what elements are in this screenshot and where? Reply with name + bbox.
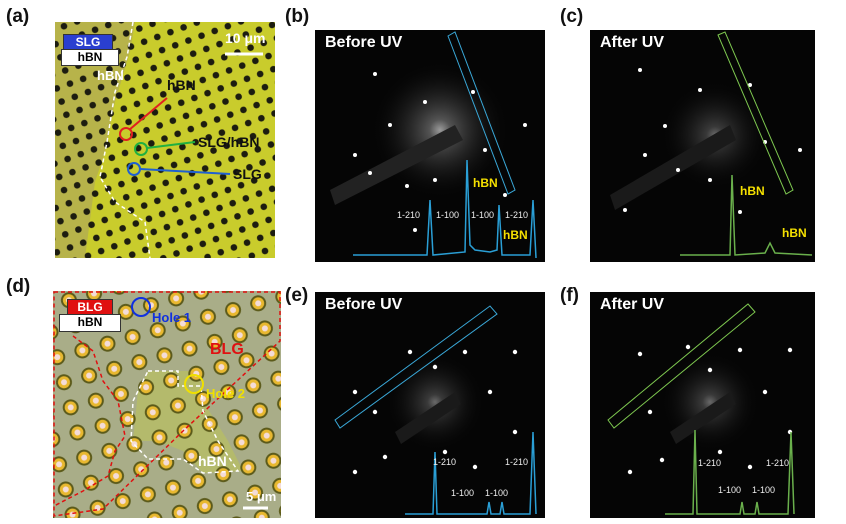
hbn-region-label: hBN (97, 68, 124, 83)
diffraction-f: After UV 1-210 1-100 1-100 1-210 (590, 292, 815, 518)
diffraction-b: Before UV 1-210 1-100 1-100 1-210 hBN hB… (315, 30, 545, 262)
peak-label: 1-100 (451, 488, 475, 498)
optical-image-a: SLG hBN hBN hBN SLG/hBN SLG 10 μm (55, 22, 275, 258)
panel-label-c: (c) (560, 6, 584, 27)
peak-label: 1-210 (505, 210, 529, 220)
diffraction-e: Before UV 1-210 1-100 1-100 1-210 (315, 292, 545, 518)
after-uv-title-c: After UV (600, 34, 665, 51)
panel-label-b: (b) (285, 6, 310, 27)
peak-label: 1-100 (436, 210, 460, 220)
panel-label-d: (d) (6, 276, 31, 297)
scale-bar-label: 5 μm (246, 489, 277, 504)
hole-1-label: Hole 1 (152, 310, 192, 325)
optical-image-d: BLG hBN Hole 1 Hole 2 BLG hBN 5 μm (53, 291, 281, 518)
scale-bar-label: 10 μm (225, 30, 266, 46)
hbn-peak-label: hBN (740, 184, 765, 198)
blg-tag: BLG (67, 299, 113, 315)
peak-label: 1-210 (397, 210, 421, 220)
peak-label: 1-210 (433, 457, 457, 467)
peak-label: 1-100 (718, 485, 742, 495)
peak-label: 1-100 (752, 485, 776, 495)
slg-tag: SLG (63, 34, 113, 50)
hbn-tag: hBN (61, 49, 119, 66)
panel-label-f: (f) (560, 285, 579, 306)
before-uv-title-b: Before UV (325, 34, 403, 51)
hbn-peak-label: hBN (503, 228, 528, 242)
diffraction-c: After UV hBN hBN (590, 30, 815, 262)
hbn-region-label: hBN (198, 453, 227, 469)
peak-label: 1-100 (485, 488, 509, 498)
panel-label-a: (a) (6, 6, 30, 27)
hbn-peak-label: hBN (473, 176, 498, 190)
hbn-peak-label: hBN (782, 226, 807, 240)
before-uv-title-e: Before UV (325, 296, 403, 313)
peak-label: 1-210 (505, 457, 529, 467)
peak-label: 1-100 (471, 210, 495, 220)
after-uv-title-f: After UV (600, 296, 665, 313)
slg-arrow-label: SLG (233, 166, 262, 182)
panel-label-e: (e) (285, 285, 309, 306)
blg-region-label: BLG (210, 341, 244, 358)
peak-label: 1-210 (698, 458, 722, 468)
slg-hbn-arrow-label: SLG/hBN (198, 134, 260, 150)
hbn-tag: hBN (59, 314, 121, 332)
peak-label: 1-210 (766, 458, 790, 468)
hbn-arrow-label: hBN (167, 77, 196, 93)
hole-2-label: Hole 2 (206, 386, 246, 401)
